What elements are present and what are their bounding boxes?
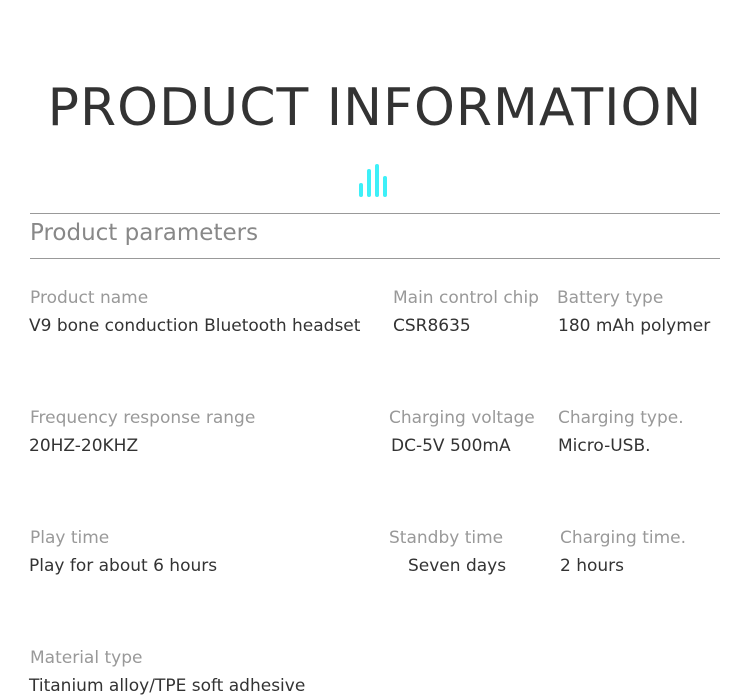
param-label: Play time	[30, 528, 110, 548]
param-label: Frequency response range	[30, 408, 256, 428]
param-value: 2 hours	[560, 556, 625, 576]
param-value: Micro-USB.	[558, 436, 651, 456]
param-value: Seven days	[408, 556, 507, 576]
param-value: DC-5V 500mA	[391, 436, 511, 456]
param-value: V9 bone conduction Bluetooth headset	[29, 316, 361, 336]
page-title: PRODUCT INFORMATION	[47, 78, 703, 138]
param-value: 180 mAh polymer	[558, 316, 711, 336]
param-value: Play for about 6 hours	[29, 556, 218, 576]
equalizer-bars-icon	[359, 162, 391, 197]
divider	[30, 258, 720, 259]
param-label: Charging time.	[560, 528, 687, 548]
param-label: Main control chip	[393, 288, 539, 308]
section-title: Product parameters	[30, 220, 259, 246]
divider	[30, 213, 720, 214]
param-label: Battery type	[557, 288, 664, 308]
param-value: Titanium alloy/TPE soft adhesive	[29, 676, 306, 696]
param-label: Charging type.	[558, 408, 684, 428]
param-value: CSR8635	[393, 316, 471, 336]
param-label: Product name	[30, 288, 149, 308]
param-label: Material type	[30, 648, 143, 668]
param-value: 20HZ-20KHZ	[29, 436, 139, 456]
param-label: Standby time	[389, 528, 504, 548]
param-label: Charging voltage	[389, 408, 535, 428]
